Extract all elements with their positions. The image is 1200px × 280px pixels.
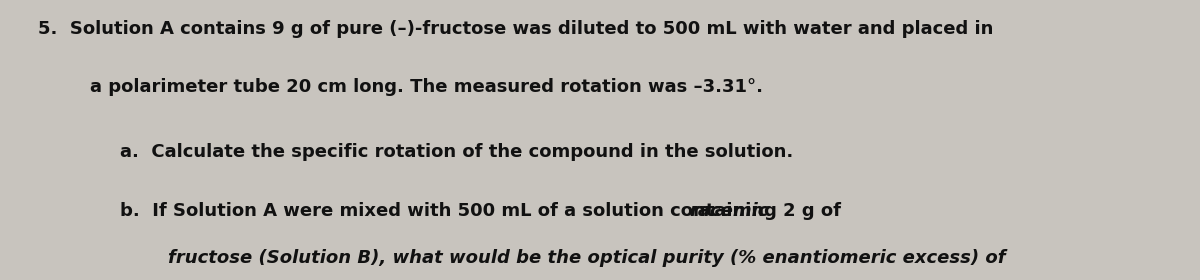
Text: a.  Calculate the specific rotation of the compound in the solution.: a. Calculate the specific rotation of th… [120, 143, 793, 161]
Text: fructose (Solution B), what would be the optical purity (% enantiomeric excess) : fructose (Solution B), what would be the… [168, 249, 1006, 267]
Text: 5.  Solution A contains 9 g of pure (–)-fructose was diluted to 500 mL with wate: 5. Solution A contains 9 g of pure (–)-f… [38, 20, 994, 38]
Text: racemic: racemic [689, 202, 769, 220]
Text: a polarimeter tube 20 cm long. The measured rotation was –3.31°.: a polarimeter tube 20 cm long. The measu… [90, 78, 763, 96]
Text: b.  If Solution A were mixed with 500 mL of a solution containing 2 g of: b. If Solution A were mixed with 500 mL … [120, 202, 847, 220]
